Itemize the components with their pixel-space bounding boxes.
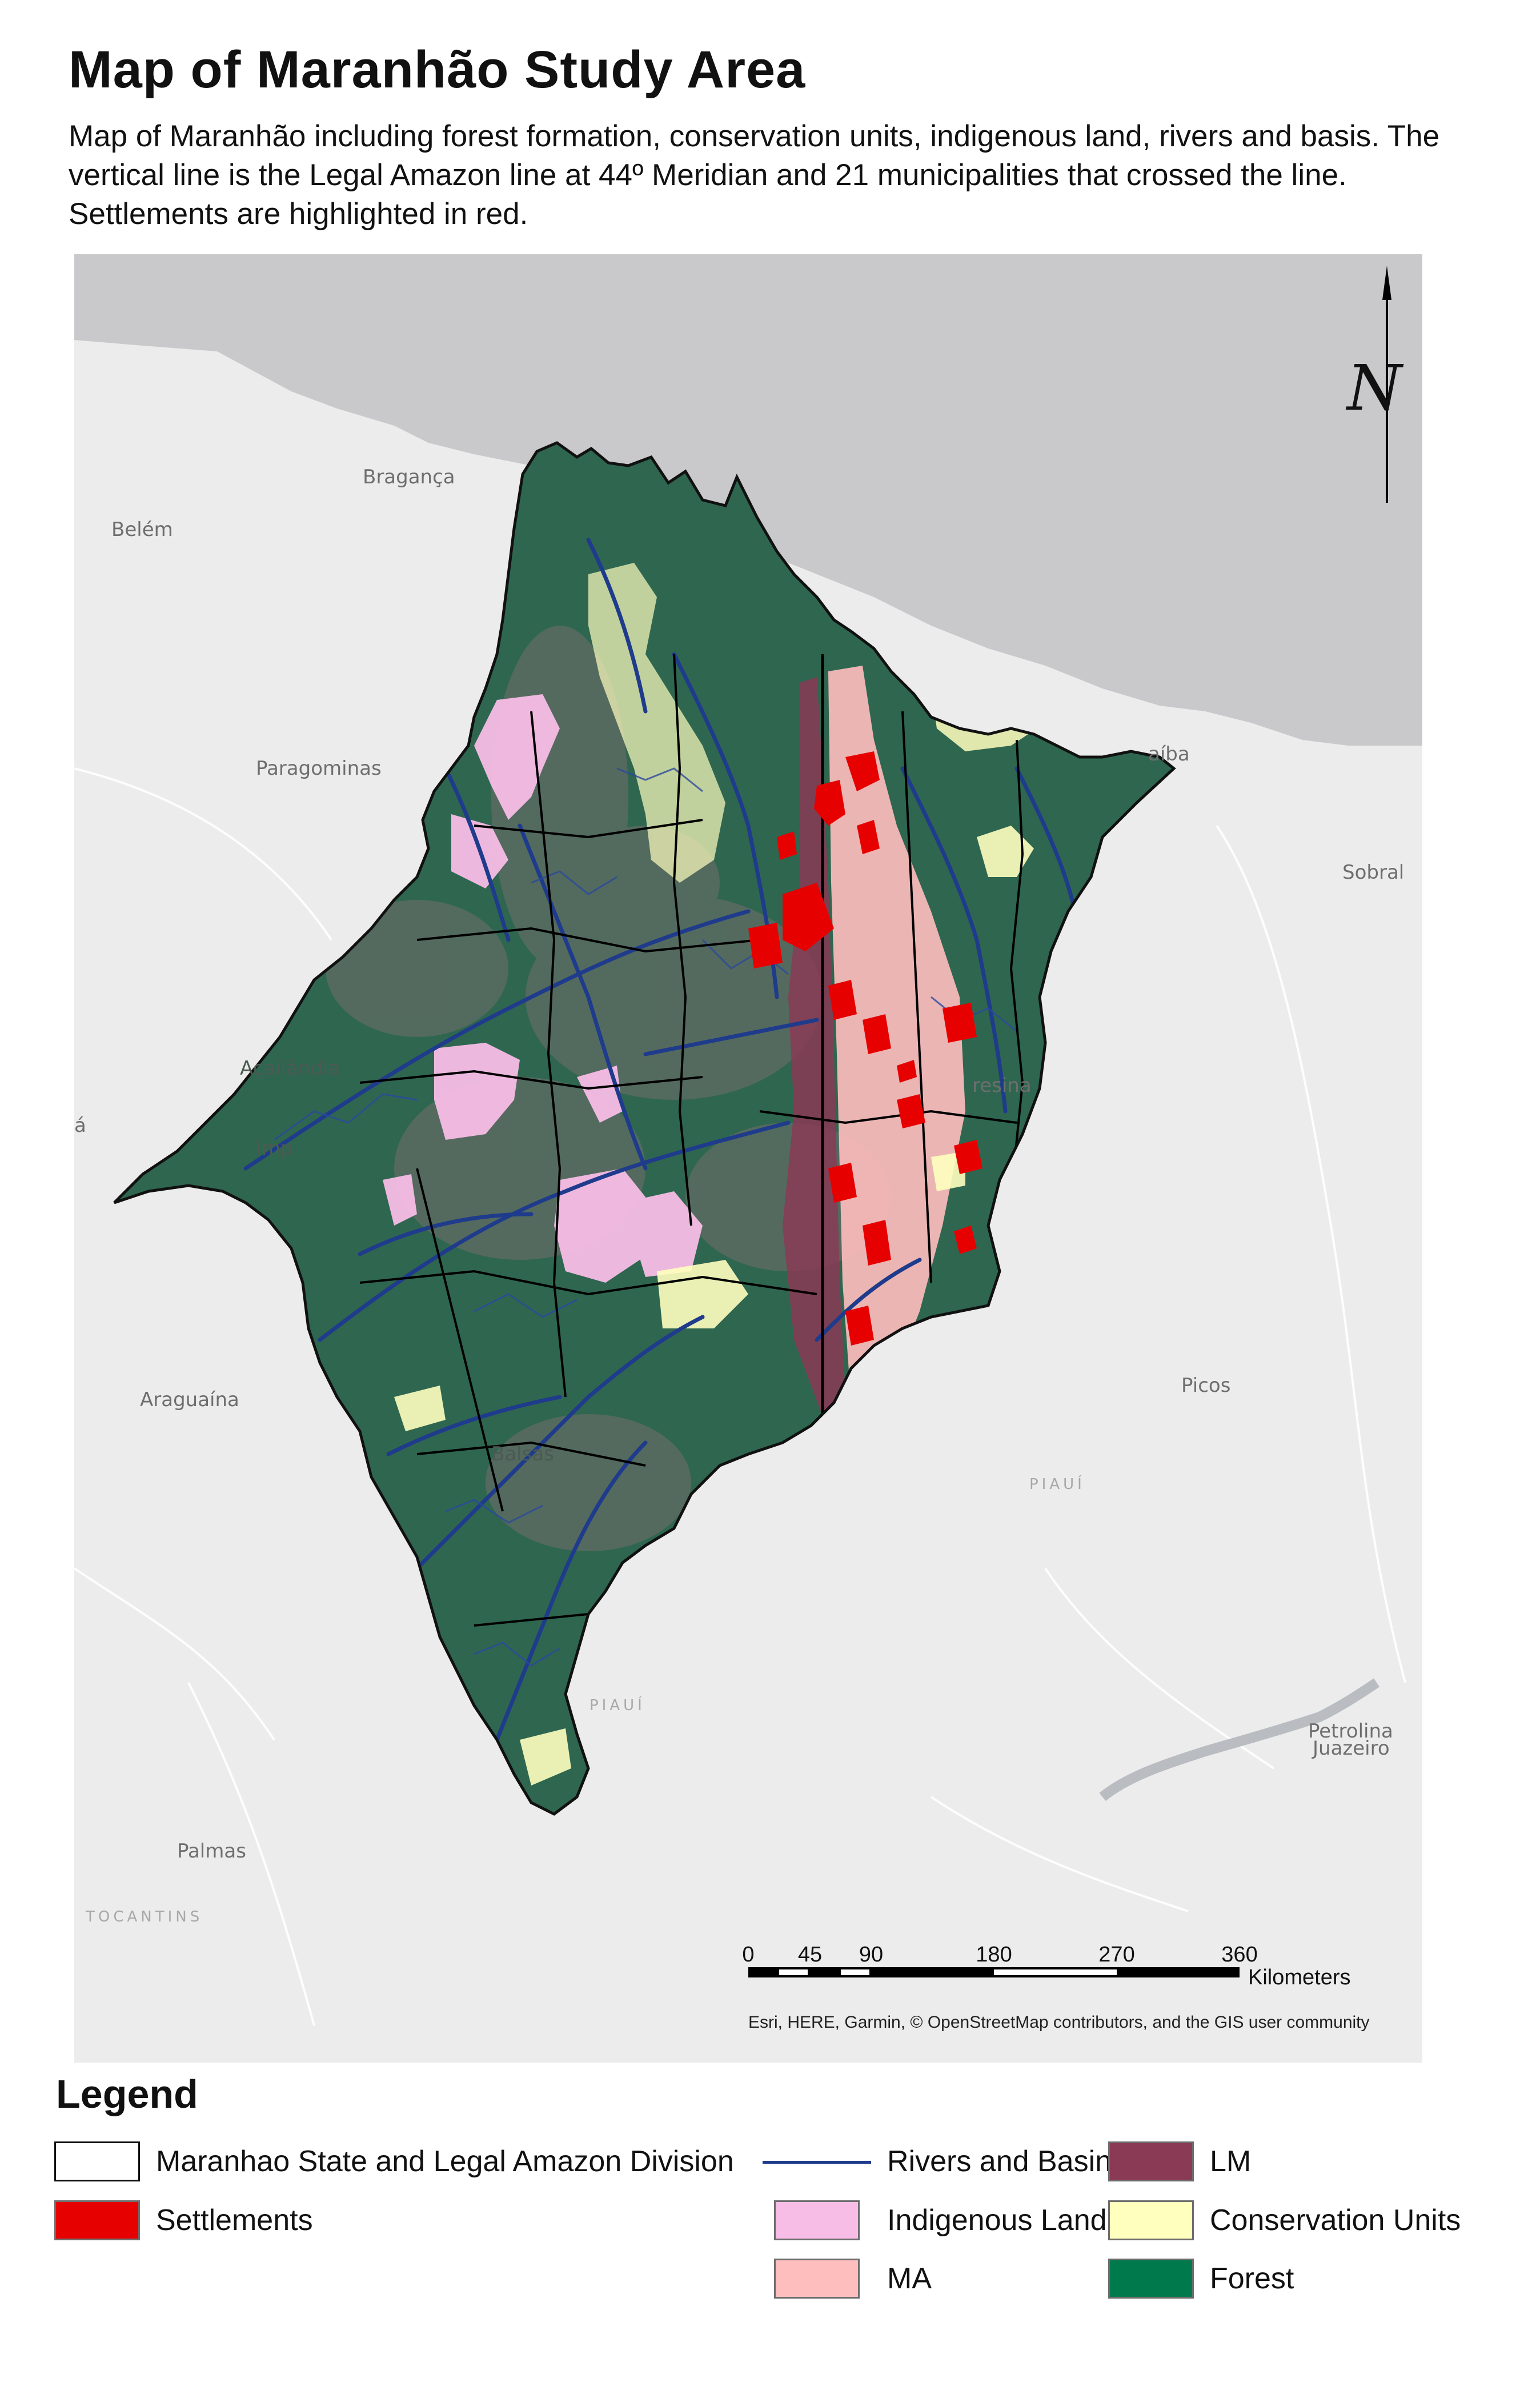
place-label-imperatriz: Imp xyxy=(256,1137,293,1160)
legend-swatch-indigenous-land xyxy=(774,2200,860,2240)
legend-item-rivers: Rivers and Basin xyxy=(763,2140,1112,2183)
place-label-palmas: Palmas xyxy=(177,1840,246,1863)
legend-item-lm: LM xyxy=(1108,2140,1251,2183)
region-label-tocantins: TOCANTINS xyxy=(86,1908,203,1925)
region-label-piaui-south: PIAUÍ xyxy=(589,1697,645,1714)
scale-tick-label: 180 xyxy=(976,1943,1012,1967)
place-label-braganca: Bragança xyxy=(363,466,455,489)
settlements xyxy=(748,751,982,1346)
legend-swatch-conservation-units xyxy=(1108,2200,1194,2240)
scale-tick-label: 360 xyxy=(1221,1943,1258,1967)
legend-label: MA xyxy=(887,2262,932,2295)
legend-item-settlements: Settlements xyxy=(54,2199,313,2242)
indigenous-lands xyxy=(383,694,703,1283)
scale-bar-labels: 0 45 90 180 270 360 xyxy=(742,1943,1320,1967)
legend-item-forest: Forest xyxy=(1108,2257,1294,2300)
map-view[interactable]: N Belém Bragança Paragominas aíba Sobral… xyxy=(74,254,1422,2063)
place-label-paragominas: Paragominas xyxy=(256,757,382,780)
place-label-balsas: Balsas xyxy=(491,1443,554,1466)
place-label-petrolina: Petrolina xyxy=(1308,1720,1393,1743)
legend-label: Settlements xyxy=(156,2204,313,2237)
north-arrow xyxy=(1382,266,1391,503)
place-label-juazeiro: Juazeiro xyxy=(1313,1737,1390,1760)
place-label-teresina: resina xyxy=(972,1074,1032,1097)
municipality-boundaries xyxy=(359,654,1024,1627)
legend-label: LM xyxy=(1210,2145,1252,2178)
scale-tick-label: 45 xyxy=(797,1943,823,1967)
lm-area xyxy=(783,677,845,1431)
legend-item-indigenous-land: Indigenous Land xyxy=(763,2199,1107,2242)
maranhao-outline xyxy=(113,441,1176,1816)
sao-francisco-river xyxy=(1099,1678,1379,1801)
place-label-west-edge: á xyxy=(74,1114,86,1137)
map-attribution: Esri, HERE, Garmin, © OpenStreetMap cont… xyxy=(748,2013,1370,2032)
scale-unit-label: Kilometers xyxy=(1248,1965,1351,1989)
legend-swatch-lm xyxy=(1108,2141,1194,2181)
legend-swatch-settlements xyxy=(54,2200,140,2240)
north-arrow-letter: N xyxy=(1347,351,1402,425)
legend-swatch-rivers xyxy=(763,2141,871,2181)
place-label-acailandia: Açailândia xyxy=(240,1057,340,1080)
page-subtitle: Map of Maranhão including forest formati… xyxy=(69,119,1440,231)
legend-label: Rivers and Basin xyxy=(887,2145,1112,2178)
place-label-picos: Picos xyxy=(1181,1374,1231,1397)
legend-label: Forest xyxy=(1210,2262,1294,2295)
legend-label: Maranhao State and Legal Amazon Division xyxy=(156,2145,734,2178)
legend-swatch-forest xyxy=(1108,2259,1194,2299)
region-label-piaui-east: PIAUÍ xyxy=(1029,1476,1085,1493)
scale-bar xyxy=(748,1967,1240,1977)
legend-label: Conservation Units xyxy=(1210,2204,1461,2237)
page-title: Map of Maranhão Study Area xyxy=(69,41,806,99)
legend-item-ma: MA xyxy=(763,2257,932,2300)
place-label-sobral: Sobral xyxy=(1342,861,1405,884)
legend-swatch-ma xyxy=(774,2259,860,2299)
legend-item-state-division: Maranhao State and Legal Amazon Division xyxy=(54,2140,734,2183)
scale-tick-label: 270 xyxy=(1098,1943,1135,1967)
legend-item-conservation-units: Conservation Units xyxy=(1108,2199,1461,2242)
legend-title: Legend xyxy=(56,2072,198,2116)
map-canvas xyxy=(74,254,1422,2026)
scale-tick-label: 90 xyxy=(859,1943,884,1967)
place-label-parnaiba: aíba xyxy=(1148,743,1190,766)
legend-label: Indigenous Land xyxy=(887,2204,1107,2237)
place-label-araguaina: Araguaína xyxy=(140,1388,239,1411)
place-label-belem: Belém xyxy=(111,518,173,541)
scale-tick-label: 0 xyxy=(742,1943,755,1967)
legend-swatch-state-division xyxy=(54,2141,140,2181)
